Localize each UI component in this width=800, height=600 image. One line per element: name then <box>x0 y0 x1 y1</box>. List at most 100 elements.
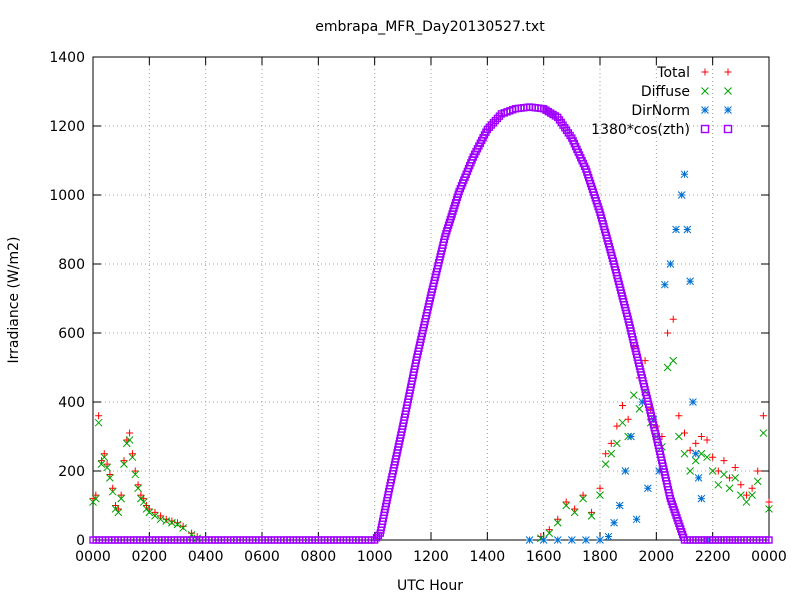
diffuse-point <box>701 87 709 95</box>
total-point <box>742 491 750 499</box>
cosine-point <box>370 536 379 544</box>
dirnorm-point <box>680 170 689 179</box>
total-point <box>709 453 717 461</box>
diffuse-point <box>173 520 182 529</box>
x-tick-label: 2000 <box>639 549 675 565</box>
diffuse-point <box>714 480 723 489</box>
dirnorm-point <box>627 432 635 441</box>
diffuse-point <box>579 494 587 503</box>
total-point <box>120 457 128 465</box>
diffuse-point <box>100 453 109 462</box>
total-point <box>588 508 596 516</box>
x-tick-label: 0600 <box>244 549 280 565</box>
diffuse-point <box>731 474 740 482</box>
diffuse-point <box>134 484 142 493</box>
diffuse-point <box>106 474 114 482</box>
total-point <box>562 498 570 506</box>
total-point <box>157 512 165 520</box>
x-tick-label: 0200 <box>132 549 168 565</box>
total-point <box>607 439 615 447</box>
dirnorm-point <box>596 536 604 544</box>
y-tick-label: 0 <box>76 533 85 549</box>
diffuse-point <box>125 436 134 444</box>
y-axis-ticks: 0 200 400 600 800 1000 1200 1400 <box>49 50 769 549</box>
series-1380-cos-zth- <box>89 103 773 544</box>
diffuse-point <box>570 508 579 517</box>
x-tick-label: 0800 <box>301 549 337 565</box>
x-axis-label: UTC Hour <box>397 578 463 594</box>
dirnorm-point <box>644 484 652 493</box>
cosine-point <box>765 536 773 544</box>
dirnorm-point <box>567 536 576 544</box>
cosine-point <box>485 123 494 131</box>
diffuse-point <box>720 470 728 479</box>
legend-label: DirNorm <box>631 103 690 119</box>
diffuse-point <box>724 87 732 95</box>
x-tick-label: 2200 <box>695 549 731 565</box>
y-tick-label: 1000 <box>49 188 85 204</box>
diffuse-point <box>151 511 159 520</box>
dirnorm-point <box>539 536 548 544</box>
total-point <box>151 508 159 516</box>
total-point <box>128 450 136 458</box>
dirnorm-point <box>655 467 664 475</box>
diffuse-point <box>97 460 106 468</box>
dirnorm-point <box>724 106 732 114</box>
diffuse-point <box>607 449 616 458</box>
total-point <box>554 515 562 523</box>
total-point <box>669 315 677 323</box>
cosine-point <box>372 534 381 542</box>
dirnorm-point <box>686 277 694 286</box>
diffuse-point <box>131 470 140 479</box>
dirnorm-point <box>638 398 647 406</box>
total-point <box>737 481 745 489</box>
dirnorm-point <box>615 501 624 510</box>
dirnorm-point <box>701 106 709 114</box>
total-point <box>697 433 705 440</box>
x-tick-label: 1800 <box>582 549 618 565</box>
dirnorm-point <box>632 515 641 524</box>
total-point <box>109 484 117 492</box>
x-tick-label: 0400 <box>188 549 224 565</box>
diffuse-point <box>587 511 596 520</box>
diffuse-point <box>742 498 751 506</box>
total-point <box>106 470 114 478</box>
dirnorm-point <box>697 494 706 503</box>
diffuse-point <box>162 517 171 525</box>
diffuse-point <box>703 453 711 462</box>
total-point <box>596 484 604 492</box>
x-tick-label: 0000 <box>751 549 787 565</box>
diffuse-point <box>114 508 123 517</box>
y-tick-label: 1200 <box>49 119 85 135</box>
diffuse-point <box>601 460 610 468</box>
total-point <box>179 522 187 530</box>
diffuse-point <box>708 467 717 475</box>
diffuse-point <box>618 418 627 427</box>
dirnorm-point <box>621 467 630 475</box>
diffuse-point <box>675 432 683 441</box>
total-point <box>720 457 728 465</box>
diffuse-point <box>765 505 773 513</box>
dirnorm-point <box>666 260 675 268</box>
diffuse-point <box>596 491 604 500</box>
x-tick-label: 1000 <box>357 549 393 565</box>
diffuse-point <box>748 491 756 500</box>
diffuse-point <box>120 460 128 468</box>
total-point <box>100 450 108 458</box>
diffuse-point <box>680 449 689 458</box>
diffuse-point <box>753 477 762 486</box>
total-point <box>95 412 103 420</box>
diffuse-point <box>629 391 638 399</box>
total-point <box>545 526 553 534</box>
diffuse-point <box>156 515 165 524</box>
diffuse-point <box>139 498 148 506</box>
total-point <box>759 412 767 420</box>
diffuse-point <box>725 484 734 493</box>
diffuse-point <box>635 405 644 413</box>
dirnorm-point <box>689 398 697 406</box>
dirnorm-point <box>691 449 700 458</box>
cosine-point <box>483 125 492 134</box>
diffuse-point <box>691 456 700 465</box>
y-tick-label: 400 <box>58 395 85 411</box>
diffuse-point <box>545 529 554 537</box>
